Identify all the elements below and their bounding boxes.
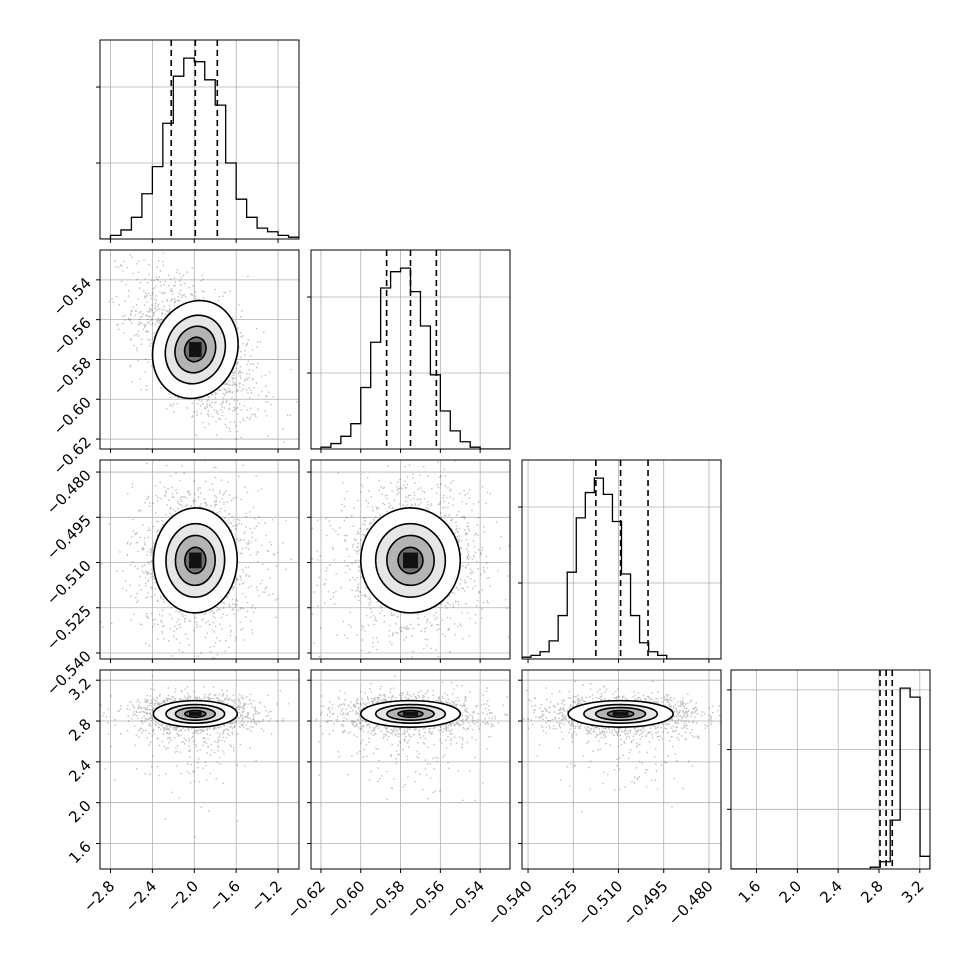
histogram-steps [100,57,299,239]
y-tick-label: −0.495 [43,511,95,563]
density-peak [189,552,202,569]
histogram-panel-1 [307,249,511,453]
histogram-steps [311,267,510,449]
x-tick-label: −0.62 [284,877,329,922]
x-tick-labels-2: −0.540−0.525−0.510−0.495−0.480 [484,877,717,929]
x-tick-label: −0.510 [574,877,626,929]
x-tick-labels-0: −2.8 −2.4 −2.0 −1.6 −1.2 [80,877,286,915]
density-peak [612,711,629,716]
axes-frame [310,459,511,660]
x-tick-label: 3.2 [898,877,928,907]
x-tick-label: −0.495 [620,877,672,929]
scatter-panel-3-0: 1.62.02.42.83.2 [65,669,300,873]
scatter-panel-1-0: −0.62−0.60−0.58−0.56−0.54 [50,249,300,478]
y-tick-label: −0.58 [50,354,95,399]
density-peak [189,711,202,716]
x-tick-label: −0.54 [443,877,488,922]
y-tick-label: 2.8 [65,715,95,745]
x-tick-label: 2.0 [776,877,806,907]
x-tick-label: −0.540 [484,877,536,929]
y-tick-label: −0.525 [43,602,95,654]
axes-frame [730,669,931,870]
histogram-panel-3 [727,669,931,873]
y-tick-label: 2.0 [65,797,95,827]
histogram-steps [522,477,721,659]
axes-frame [99,249,300,450]
x-tick-label: −0.60 [323,877,368,922]
x-tick-label: 2.4 [816,877,846,907]
histogram-panel-2 [518,459,722,663]
axes-frame [310,669,511,870]
y-tick-label: −0.62 [50,433,95,478]
y-tick-label: −0.480 [43,466,95,518]
axes-frame [99,669,300,870]
y-tick-label: −0.56 [50,314,95,359]
x-tick-label: −2.0 [164,877,202,915]
density-peak [403,711,418,716]
x-tick-labels-1: −0.62−0.60−0.58−0.56−0.54 [284,877,488,922]
x-tick-label: −0.525 [529,877,581,929]
axes-frame [521,669,722,870]
x-tick-label: −0.56 [403,877,448,922]
axes-frame [99,459,300,660]
scatter-panel-2-0: −0.540−0.525−0.510−0.495−0.480 [43,459,300,699]
y-tick-label: 2.4 [65,756,95,786]
histogram-panel-0 [96,39,300,243]
histogram-steps [731,687,930,869]
density-peak [189,342,202,357]
x-tick-label: −1.2 [247,877,285,915]
y-tick-label: −0.54 [50,274,95,319]
scatter-panel-3-2 [518,669,722,873]
x-tick-label: −0.480 [665,877,717,929]
density-peak [403,552,418,569]
x-tick-label: 1.6 [735,877,765,907]
axes-frame [521,459,722,660]
x-tick-label: 2.8 [857,877,887,907]
y-tick-label: 1.6 [65,838,95,868]
y-tick-label: −0.60 [50,393,95,438]
scatter-points [315,675,509,802]
x-tick-label: −1.6 [205,877,243,915]
x-tick-labels-3: 1.6 2.0 2.4 2.8 3.2 [735,877,928,907]
scatter-panel-2-1 [307,459,511,663]
x-tick-label: −0.58 [363,877,408,922]
axes-frame [99,39,300,240]
x-tick-label: −2.8 [80,877,118,915]
axes-frame [310,249,511,450]
scatter-panel-3-1 [307,669,511,873]
x-tick-label: −2.4 [122,877,160,915]
y-tick-label: −0.510 [43,557,95,609]
